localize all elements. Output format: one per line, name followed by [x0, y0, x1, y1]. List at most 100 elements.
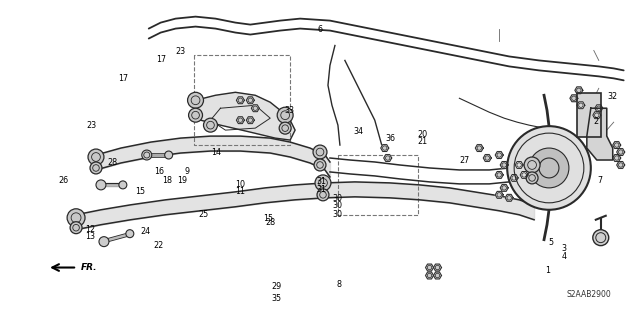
Text: 27: 27 — [460, 157, 470, 166]
Circle shape — [67, 209, 85, 227]
Text: 36: 36 — [386, 134, 396, 143]
Polygon shape — [483, 155, 492, 161]
Text: 2: 2 — [593, 117, 598, 126]
Text: 26: 26 — [58, 176, 68, 185]
Polygon shape — [381, 145, 388, 152]
Circle shape — [526, 172, 538, 184]
Text: 30: 30 — [332, 194, 342, 203]
Circle shape — [96, 180, 106, 190]
Polygon shape — [495, 152, 503, 159]
Polygon shape — [433, 272, 442, 279]
Polygon shape — [510, 174, 518, 182]
Text: 15: 15 — [263, 214, 273, 223]
Polygon shape — [426, 272, 433, 279]
Text: 16: 16 — [154, 167, 164, 176]
Text: 14: 14 — [211, 147, 221, 157]
Polygon shape — [426, 264, 433, 271]
Circle shape — [524, 157, 540, 173]
Text: 35: 35 — [271, 294, 281, 303]
Text: 12: 12 — [85, 225, 95, 234]
Text: 1: 1 — [545, 266, 550, 275]
Text: S2AAB2900: S2AAB2900 — [566, 290, 611, 299]
Circle shape — [204, 118, 218, 132]
Polygon shape — [500, 184, 508, 191]
Polygon shape — [575, 87, 583, 94]
Polygon shape — [476, 145, 483, 152]
Text: 34: 34 — [354, 127, 364, 136]
Text: 17: 17 — [157, 55, 167, 64]
Polygon shape — [617, 161, 625, 168]
Text: 30: 30 — [332, 201, 342, 210]
Polygon shape — [520, 172, 528, 178]
Circle shape — [90, 162, 102, 174]
Text: 23: 23 — [86, 121, 96, 130]
Circle shape — [277, 107, 293, 123]
Text: 6: 6 — [317, 25, 323, 34]
Circle shape — [126, 230, 134, 238]
Circle shape — [164, 151, 173, 159]
Text: 8: 8 — [337, 280, 341, 289]
Text: 21: 21 — [417, 137, 428, 145]
Text: 25: 25 — [198, 210, 209, 219]
Polygon shape — [612, 155, 621, 161]
Text: 11: 11 — [236, 187, 245, 197]
Polygon shape — [495, 172, 503, 178]
Polygon shape — [193, 92, 295, 140]
Polygon shape — [384, 155, 392, 161]
Text: 31: 31 — [316, 177, 326, 186]
Text: 9: 9 — [184, 167, 189, 176]
Polygon shape — [236, 117, 244, 124]
Bar — [577, 93, 601, 137]
Text: 7: 7 — [597, 176, 602, 185]
Circle shape — [119, 181, 127, 189]
Polygon shape — [246, 97, 254, 104]
Circle shape — [529, 148, 569, 188]
Polygon shape — [595, 105, 603, 112]
Polygon shape — [246, 117, 254, 124]
Text: 13: 13 — [85, 232, 95, 241]
Text: 10: 10 — [236, 180, 245, 189]
Polygon shape — [505, 194, 513, 201]
Circle shape — [314, 159, 326, 171]
Polygon shape — [577, 102, 585, 109]
Text: 24: 24 — [141, 227, 151, 236]
Polygon shape — [500, 161, 508, 168]
Text: 15: 15 — [135, 187, 145, 197]
Circle shape — [142, 150, 152, 160]
Circle shape — [88, 149, 104, 165]
Polygon shape — [515, 161, 523, 168]
Text: 33: 33 — [284, 106, 294, 115]
Circle shape — [313, 145, 327, 159]
Polygon shape — [252, 105, 259, 112]
Text: 28: 28 — [265, 218, 275, 227]
Circle shape — [279, 122, 291, 134]
Polygon shape — [612, 142, 621, 149]
Text: 29: 29 — [271, 282, 282, 291]
Text: 28: 28 — [108, 159, 118, 167]
Circle shape — [99, 237, 109, 247]
Circle shape — [315, 175, 331, 191]
Text: 30: 30 — [332, 210, 342, 219]
Circle shape — [189, 108, 202, 122]
Polygon shape — [570, 95, 578, 102]
Polygon shape — [495, 191, 503, 198]
Polygon shape — [236, 97, 244, 104]
Polygon shape — [587, 108, 612, 160]
Text: 19: 19 — [177, 176, 188, 185]
Text: 31: 31 — [316, 185, 326, 194]
Circle shape — [593, 230, 609, 246]
Circle shape — [70, 222, 82, 234]
Circle shape — [188, 92, 204, 108]
Polygon shape — [617, 149, 625, 155]
Circle shape — [507, 126, 591, 210]
Text: 4: 4 — [561, 252, 566, 261]
Polygon shape — [593, 112, 601, 119]
Text: 22: 22 — [154, 241, 164, 250]
Text: 23: 23 — [175, 47, 186, 56]
Text: 32: 32 — [607, 92, 618, 101]
Text: 20: 20 — [417, 130, 428, 139]
Text: FR.: FR. — [81, 263, 97, 272]
Polygon shape — [433, 264, 442, 271]
Text: 17: 17 — [118, 74, 128, 83]
Text: 3: 3 — [561, 244, 566, 253]
